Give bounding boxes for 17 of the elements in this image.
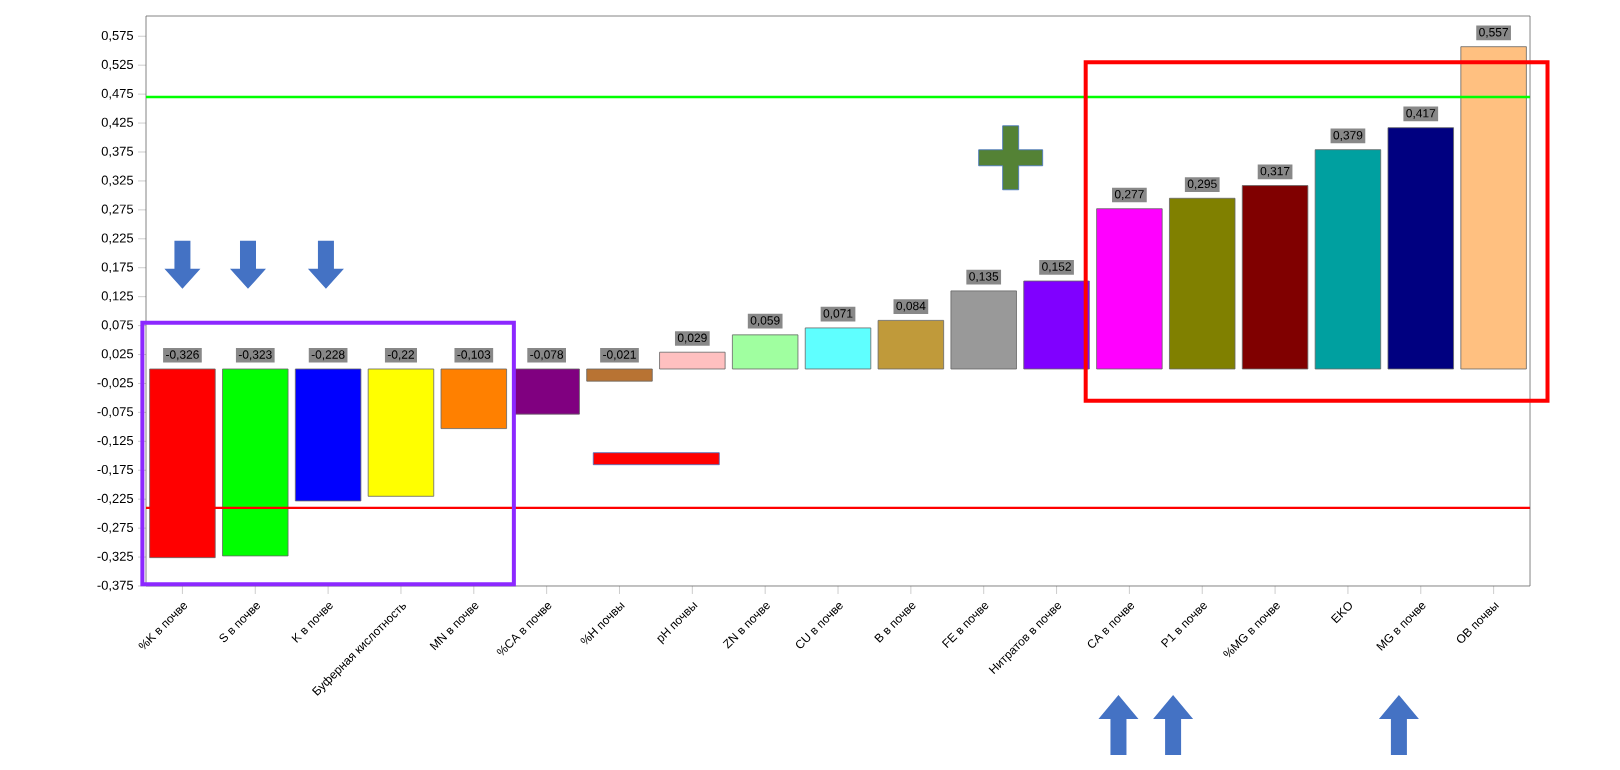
bar — [1169, 197, 1236, 370]
bar — [877, 319, 945, 370]
bar — [586, 368, 653, 382]
bar — [1241, 185, 1309, 370]
bar — [294, 368, 362, 502]
bar — [367, 368, 435, 497]
bar — [222, 368, 289, 557]
bar — [732, 334, 799, 370]
bar — [440, 368, 507, 429]
bar — [513, 368, 580, 415]
bar — [1096, 208, 1163, 370]
bar — [950, 290, 1017, 370]
bar — [659, 351, 726, 370]
bar — [1314, 149, 1382, 370]
bar — [804, 327, 872, 370]
bar — [1023, 280, 1090, 370]
bar — [1387, 127, 1454, 370]
